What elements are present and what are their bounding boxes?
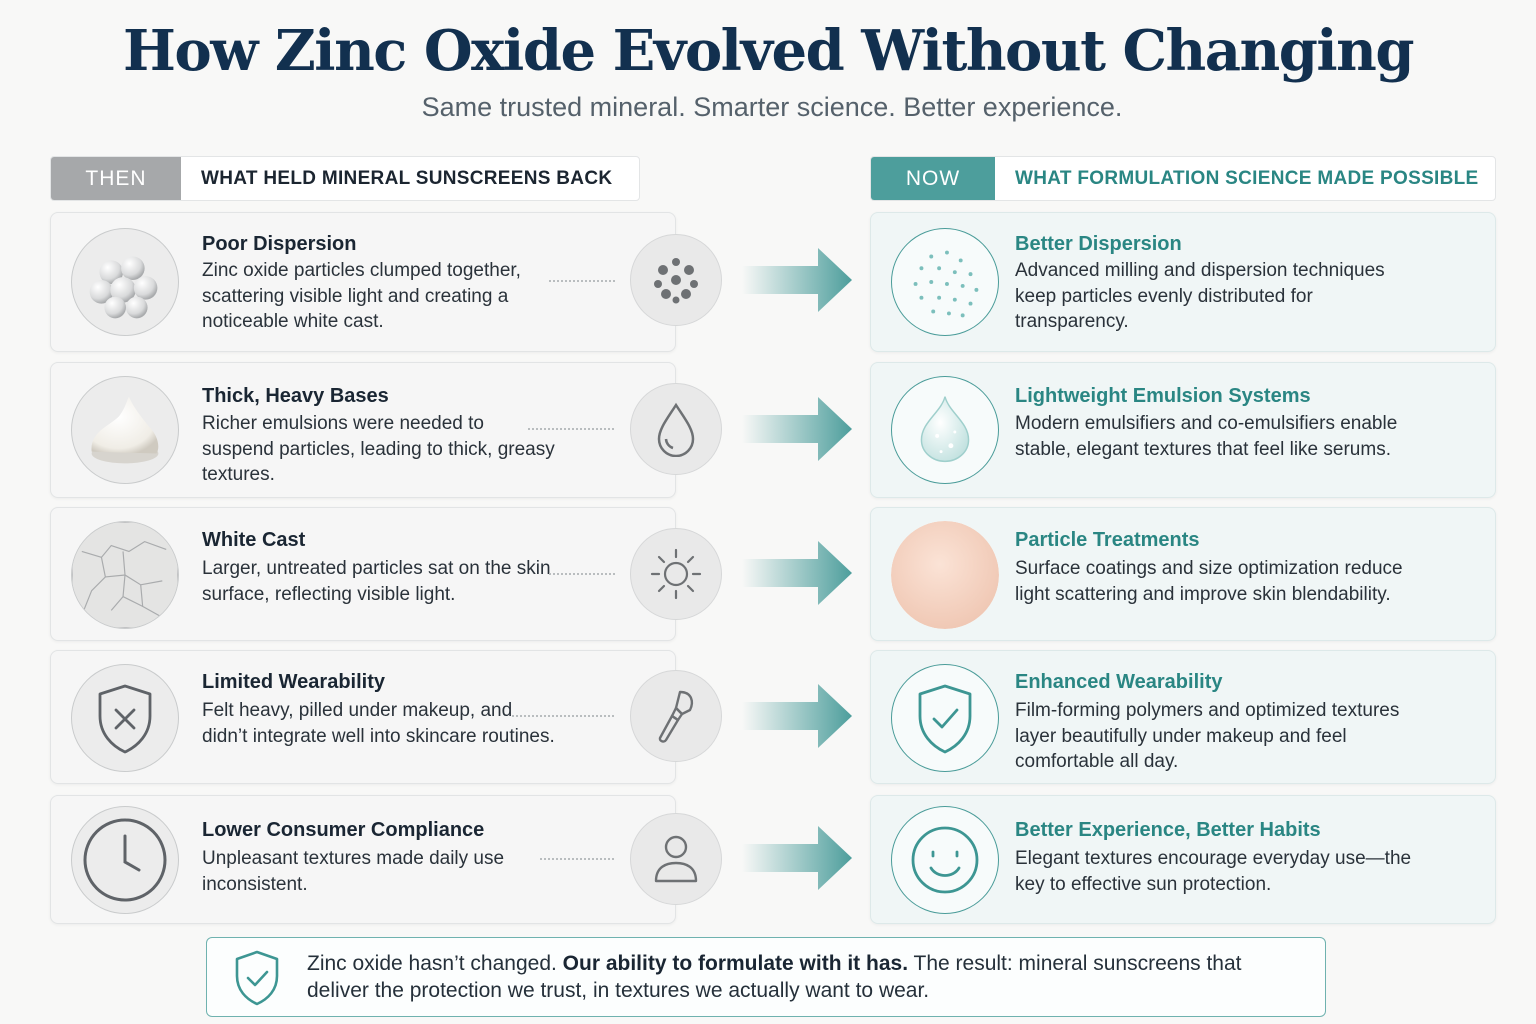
smiley-icon xyxy=(891,806,999,914)
arrow-icon xyxy=(742,684,852,748)
then-title: Lower Consumer Compliance xyxy=(202,819,485,841)
now-title: Better Experience, Better Habits xyxy=(1015,819,1321,841)
then-description: Zinc oxide particles clumped together, s… xyxy=(202,260,521,332)
dispersed-particles-icon xyxy=(891,228,999,336)
then-description: Larger, untreated particles sat on the s… xyxy=(202,558,551,605)
then-card-limited-wearability: Limited Wearability Felt heavy, pilled u… xyxy=(50,650,676,784)
now-header-text: WHAT FORMULATION SCIENCE MADE POSSIBLE xyxy=(1015,167,1479,189)
makeup-brush-icon xyxy=(630,670,722,762)
summary-text-start: Zinc oxide hasn’t changed. xyxy=(307,952,563,975)
then-description: Unpleasant textures made daily use incon… xyxy=(202,848,505,895)
shield-check-icon xyxy=(235,950,279,1006)
clumped-spheres-image xyxy=(71,228,179,336)
now-description: Modern emulsifiers and co-emulsifiers en… xyxy=(1015,413,1398,460)
page-subtitle: Same trusted mineral. Smarter science. B… xyxy=(421,92,1123,122)
then-title: Poor Dispersion xyxy=(202,233,357,255)
then-tag: THEN xyxy=(51,157,181,200)
now-card-lightweight-emulsion: Lightweight Emulsion Systems Modern emul… xyxy=(870,362,1496,498)
sun-icon xyxy=(630,528,722,620)
now-description: Advanced milling and dispersion techniqu… xyxy=(1015,260,1385,332)
arrow-icon xyxy=(742,541,852,605)
particles-icon xyxy=(630,234,722,326)
then-card-poor-dispersion: Poor Dispersion Zinc oxide particles clu… xyxy=(50,212,676,352)
then-card-thick-bases: Thick, Heavy Bases Richer emulsions were… xyxy=(50,362,676,498)
summary-text-bold: Our ability to formulate with it has. xyxy=(562,952,909,975)
then-description: Felt heavy, pilled under makeup, and did… xyxy=(202,700,555,747)
dotted-connector xyxy=(549,573,615,575)
now-column-header: NOW WHAT FORMULATION SCIENCE MADE POSSIB… xyxy=(870,156,1496,201)
arrow-icon xyxy=(742,826,852,890)
then-card-white-cast: White Cast Larger, untreated particles s… xyxy=(50,507,676,641)
then-header-text: WHAT HELD MINERAL SUNSCREENS BACK xyxy=(201,167,613,189)
now-title: Better Dispersion xyxy=(1015,233,1182,255)
dotted-connector xyxy=(528,428,614,430)
then-title: White Cast xyxy=(202,529,306,551)
summary-text-end: The result: mineral sunscreens that deli… xyxy=(307,952,1242,1002)
then-title: Limited Wearability xyxy=(202,671,386,693)
now-title: Enhanced Wearability xyxy=(1015,671,1223,693)
cracked-surface-image xyxy=(71,521,179,629)
now-title: Particle Treatments xyxy=(1015,529,1200,551)
then-description: Richer emulsions were needed to suspend … xyxy=(202,413,555,485)
now-description: Surface coatings and size optimization r… xyxy=(1015,558,1403,605)
droplet-icon xyxy=(630,383,722,475)
arrow-icon xyxy=(742,248,852,312)
now-description: Elegant textures encourage everyday use—… xyxy=(1015,848,1412,895)
now-title: Lightweight Emulsion Systems xyxy=(1015,385,1311,407)
arrow-icon xyxy=(742,397,852,461)
skin-tone-swatch-image xyxy=(891,521,999,629)
dotted-connector xyxy=(549,280,615,282)
user-icon xyxy=(630,813,722,905)
clock-icon xyxy=(71,806,179,914)
shield-x-icon xyxy=(71,664,179,772)
now-card-particle-treatments: Particle Treatments Surface coatings and… xyxy=(870,507,1496,641)
now-tag: NOW xyxy=(871,157,995,200)
now-card-better-dispersion: Better Dispersion Advanced milling and d… xyxy=(870,212,1496,352)
dotted-connector xyxy=(512,715,614,717)
now-card-enhanced-wearability: Enhanced Wearability Film-forming polyme… xyxy=(870,650,1496,784)
then-title: Thick, Heavy Bases xyxy=(202,385,389,407)
then-column-header: THEN WHAT HELD MINERAL SUNSCREENS BACK xyxy=(50,156,640,201)
now-description: Film-forming polymers and optimized text… xyxy=(1015,700,1400,772)
page-title: How Zinc Oxide Evolved Without Changing xyxy=(122,18,1415,84)
dotted-connector xyxy=(540,858,614,860)
cream-dollop-image xyxy=(71,376,179,484)
summary-callout: Zinc oxide hasn’t changed. Our ability t… xyxy=(206,937,1326,1017)
now-card-better-experience: Better Experience, Better Habits Elegant… xyxy=(870,795,1496,924)
serum-drop-image xyxy=(891,376,999,484)
shield-check-icon xyxy=(891,664,999,772)
summary-text: Zinc oxide hasn’t changed. Our ability t… xyxy=(307,950,1307,1004)
